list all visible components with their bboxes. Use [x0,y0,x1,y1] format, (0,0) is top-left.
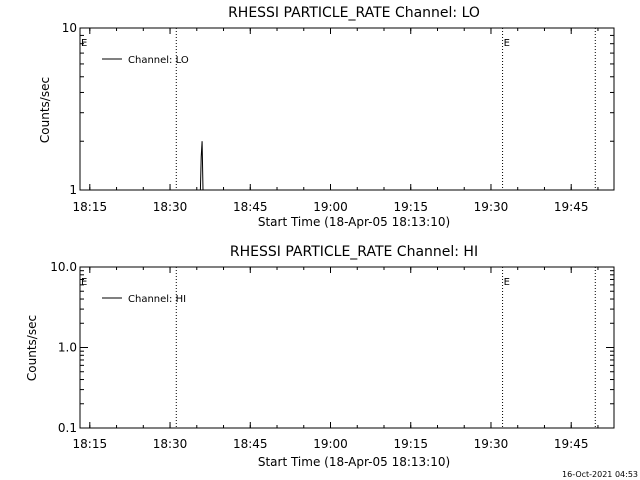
panel1-legend-label: Channel: LO [128,55,189,66]
panel1-x-tick-label: 19:00 [313,200,348,214]
panel2-x-axis-label: Start Time (18-Apr-05 18:13:10) [258,455,450,469]
panel1-x-tick-label: 18:15 [73,200,108,214]
panel2-event-marker-label: E [81,277,87,288]
panel1-y-tick-label: 10 [62,21,77,35]
panel1-title: RHESSI PARTICLE_RATE Channel: LO [228,5,480,21]
panel1-x-tick-label: 19:30 [474,200,509,214]
panel2-y-tick-label: 10.0 [50,260,77,274]
panel1-x-tick-label: 18:30 [153,200,188,214]
panel2-x-tick-label: 18:30 [153,437,188,451]
panel2-x-tick-label: 19:30 [474,437,509,451]
panel1-event-marker-label: E [504,38,510,49]
panel1-x-tick-label: 19:15 [393,200,428,214]
panel2-x-tick-label: 18:45 [233,437,268,451]
panel1-x-tick-label: 18:45 [233,200,268,214]
panel1-x-tick-label: 19:45 [554,200,589,214]
panel2-y-tick-label: 1.0 [58,341,77,355]
panel1-y-tick-label: 1 [69,183,77,197]
panel1-x-axis-label: Start Time (18-Apr-05 18:13:10) [258,215,450,229]
panel2-event-marker-label: E [504,277,510,288]
panel2-x-tick-label: 19:00 [313,437,348,451]
panel2-plot-frame [79,266,615,429]
generated-timestamp: 16-Oct-2021 04:53 [562,470,638,479]
panel2-y-tick-label: 0.1 [58,421,77,435]
panel2-x-tick-label: 19:45 [554,437,589,451]
panel1-event-marker-label: E [81,38,87,49]
panel2-title: RHESSI PARTICLE_RATE Channel: HI [230,244,478,260]
panel2-y-axis-label: Counts/sec [25,315,39,381]
panel2-legend-label: Channel: HI [128,294,186,305]
panel1-plot-frame [79,27,615,191]
panel1-series-line [199,141,204,191]
panel2-x-tick-label: 18:15 [73,437,108,451]
panel2-x-tick-label: 19:15 [393,437,428,451]
panel1-y-axis-label: Counts/sec [38,77,52,143]
